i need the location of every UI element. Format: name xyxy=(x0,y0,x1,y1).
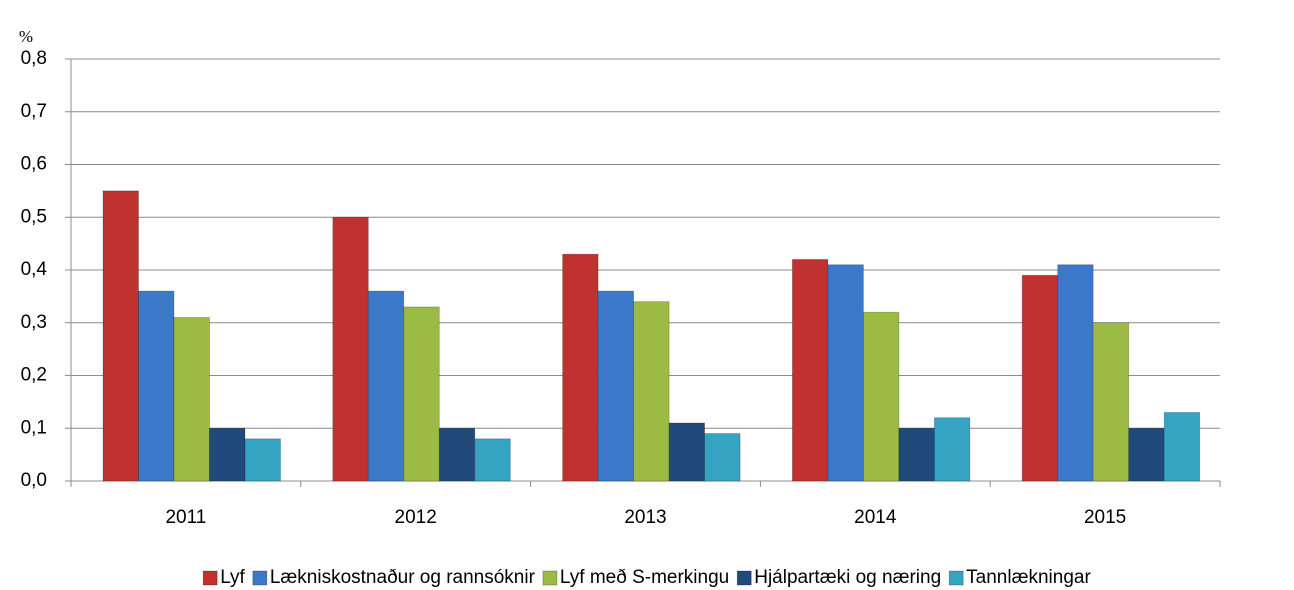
bar xyxy=(562,253,599,482)
bar xyxy=(1057,264,1094,482)
bar xyxy=(898,427,935,482)
bar xyxy=(474,438,511,482)
legend-swatch xyxy=(948,570,964,586)
y-tick-label: 0,1 xyxy=(21,417,47,438)
y-tick-label: 0,0 xyxy=(21,470,47,491)
legend-label: Hjálpartæki og næring xyxy=(754,567,941,588)
y-tick-label: 0,6 xyxy=(21,154,47,175)
y-tick-label: 0,8 xyxy=(21,48,47,69)
y-tick-label: 0,4 xyxy=(21,259,48,280)
bar xyxy=(244,438,281,482)
bar xyxy=(332,216,369,482)
bar xyxy=(597,290,634,482)
bar xyxy=(704,433,741,482)
bar xyxy=(209,427,246,482)
y-tick-label: 0,5 xyxy=(21,206,47,227)
x-tick-label: 2013 xyxy=(624,507,666,528)
legend-swatch xyxy=(736,570,752,586)
bar xyxy=(367,290,405,482)
legend-swatch xyxy=(202,570,218,586)
bar xyxy=(102,190,139,482)
x-tick-label: 2011 xyxy=(165,507,206,528)
bar xyxy=(173,317,210,482)
bar xyxy=(827,264,864,482)
bar xyxy=(1128,427,1165,482)
x-tick-label: 2015 xyxy=(1084,507,1126,528)
y-tick-label: 0,7 xyxy=(21,101,47,122)
legend-swatch xyxy=(252,570,268,586)
y-axis-label: % xyxy=(19,27,33,46)
bar xyxy=(668,422,705,482)
bar xyxy=(792,259,829,482)
y-tick-label: 0,2 xyxy=(21,365,47,386)
bar xyxy=(438,427,476,482)
bar xyxy=(138,290,175,482)
bar xyxy=(1163,412,1201,482)
bar xyxy=(863,311,900,482)
y-tick-label: 0,3 xyxy=(21,312,47,333)
legend: Lyf Lækniskostnaður og rannsóknir Lyf með … xyxy=(202,567,1091,588)
bar xyxy=(403,306,440,482)
x-tick-label: 2014 xyxy=(854,507,897,528)
legend-label: Lækniskostnaður og rannsóknir xyxy=(270,567,536,588)
bar xyxy=(633,301,670,482)
legend-label: Tannlækningar xyxy=(966,567,1091,588)
legend-label: Lyf með S-merkingu xyxy=(560,567,729,588)
legend-label: Lyf xyxy=(220,567,245,588)
bar xyxy=(934,417,971,482)
x-tick-label: 2012 xyxy=(395,507,437,528)
legend-swatch xyxy=(542,570,558,586)
bar xyxy=(1092,322,1130,482)
bar xyxy=(1021,274,1059,482)
